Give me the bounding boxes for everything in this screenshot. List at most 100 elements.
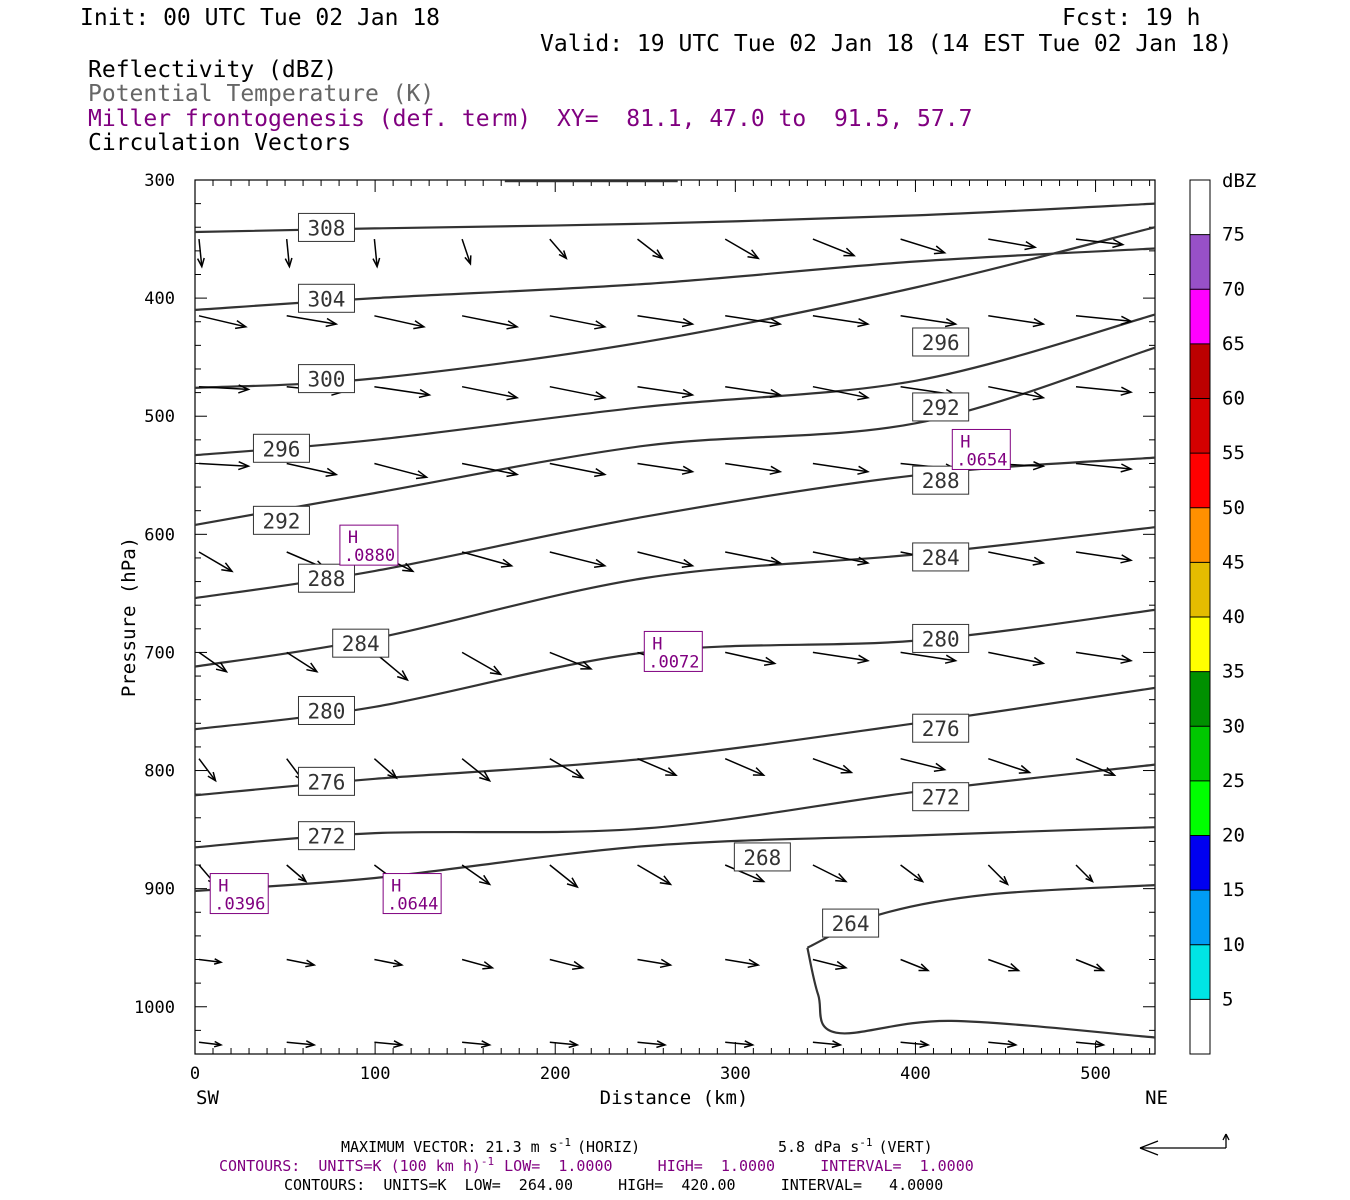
vector-arrowhead xyxy=(572,960,585,970)
vector-arrowhead xyxy=(479,771,492,782)
circulation-vector xyxy=(637,758,677,776)
y-tick-label: 700 xyxy=(144,643,175,663)
vector-arrowhead xyxy=(831,1040,843,1049)
isentrope-label-box xyxy=(297,283,355,313)
vector-arrowhead xyxy=(387,769,398,780)
vector-arrowhead xyxy=(392,959,404,968)
frontogenesis-high-box xyxy=(209,873,269,915)
vector-arrowhead xyxy=(221,562,234,573)
isentrope-label: 264 xyxy=(832,912,870,936)
frontogenesis-high-value: .0644 xyxy=(387,895,438,915)
isentrope-label-box xyxy=(912,392,970,422)
circulation-vector xyxy=(724,758,764,776)
colorbar-level-label: 70 xyxy=(1222,278,1245,300)
circulation-vector xyxy=(988,238,1036,249)
circulation-vector xyxy=(549,1041,578,1046)
vector-arrowhead xyxy=(393,1040,404,1049)
circulation-vector xyxy=(461,758,491,782)
vector-arrowhead xyxy=(835,872,848,883)
vector-arrowhead xyxy=(1120,315,1134,326)
circulation-vector xyxy=(286,462,337,476)
isentrope-label-box xyxy=(252,505,310,535)
isentrope-label: 284 xyxy=(342,632,380,656)
frontogenesis-high-value: .0654 xyxy=(956,450,1007,470)
vector-arrowhead xyxy=(396,670,409,682)
vector-arrowhead xyxy=(656,1040,668,1049)
axis-ticks: 0 100 200 300 400 500 300 400 500 600 700 800 900 100… xyxy=(134,171,1155,1084)
vector-arrowhead xyxy=(919,1040,931,1049)
isentrope-label-box xyxy=(912,713,970,743)
circulation-vector xyxy=(461,958,493,969)
x-tick-label: 100 xyxy=(360,1064,391,1084)
vector-arrowhead xyxy=(506,391,520,401)
circulation-vector xyxy=(988,1041,1016,1046)
isentrope-label: 292 xyxy=(262,509,300,533)
colorbar-swatch xyxy=(1190,398,1210,454)
circulation-vector xyxy=(286,651,318,673)
circulation-vector xyxy=(374,462,427,478)
vector-arrowhead xyxy=(1120,554,1134,564)
colorbar-level-label: 60 xyxy=(1222,388,1245,410)
y-tick-label: 300 xyxy=(144,171,175,191)
colorbar-swatch xyxy=(1190,234,1210,290)
frontogenesis-high-box xyxy=(339,524,399,566)
y-tick-label: 400 xyxy=(144,289,175,309)
circulation-vector xyxy=(549,864,578,888)
field-frontogenesis: Miller frontogenesis (def. term) xyxy=(88,106,531,132)
circulation-vector xyxy=(286,315,337,325)
vector-arrowhead xyxy=(506,320,520,330)
circulation-vector xyxy=(988,385,1044,399)
circulation-vector xyxy=(549,462,605,476)
vector-arrowhead xyxy=(568,1040,580,1049)
y-tick-label: 1000 xyxy=(134,998,175,1018)
circulation-vector xyxy=(549,651,592,670)
vector-arrowhead xyxy=(234,319,248,330)
frontogenesis-high-label: H xyxy=(391,877,401,897)
frontogenesis-high-label: H xyxy=(960,432,970,452)
isentrope-284 xyxy=(194,526,1156,668)
circulation-vector xyxy=(812,315,869,325)
circulation-vector xyxy=(461,651,501,676)
vector-arrowhead xyxy=(415,470,429,480)
valid-time: Valid: 19 UTC Tue 02 Jan 18 (14 EST Tue … xyxy=(540,31,1232,57)
colorbar: 5 10 15 20 25 30 35 40 45 50 55 60 65 70 75 dBZ xyxy=(1189,170,1256,1055)
vector-arrowhead xyxy=(857,465,870,475)
contours-theta: CONTOURS: UNITS=K LOW= 264.00 HIGH= 420.… xyxy=(284,1176,943,1194)
colorbar-level-label: 45 xyxy=(1222,551,1245,573)
vector-arrowhead xyxy=(1093,963,1106,972)
isentrope-labels: 308 304 300 296 296 292 292 288 288 284 284 280 280 2… xyxy=(252,212,970,938)
isentrope-label-box xyxy=(912,327,970,357)
vector-arrowhead xyxy=(571,769,585,780)
circulation-vector xyxy=(549,758,584,779)
vector-arrowhead xyxy=(1085,874,1094,883)
y-tick-label: 500 xyxy=(144,407,175,427)
vector-arrowhead xyxy=(840,764,854,774)
circulation-vector xyxy=(725,385,781,396)
isentrope-label: 288 xyxy=(922,469,960,493)
circulation-vector xyxy=(374,1041,402,1046)
vector-arrowhead xyxy=(747,249,760,260)
isentrope-label-box xyxy=(297,212,355,242)
vector-arrowhead xyxy=(1024,240,1038,251)
y-tick-label: 900 xyxy=(144,880,175,900)
isentrope-label: 308 xyxy=(308,216,346,240)
circulation-vector xyxy=(812,864,847,883)
circulation-vector xyxy=(373,758,397,779)
vector-arrowhead xyxy=(1008,963,1021,972)
vector-arrowhead xyxy=(857,317,870,328)
field-reflectivity: Reflectivity (dBZ) xyxy=(88,57,337,83)
isentrope-label-box xyxy=(733,842,791,872)
vector-arrowhead xyxy=(1112,238,1125,249)
colorbar-swatch xyxy=(1190,453,1210,508)
isentrope-label: 284 xyxy=(922,546,960,570)
isentrope-label-box xyxy=(297,364,355,394)
frontogenesis-high-box xyxy=(382,873,442,915)
vector-arrowhead xyxy=(913,873,925,883)
frontogenesis-high-box xyxy=(643,630,703,672)
circulation-vector xyxy=(549,385,605,399)
vector-arrowhead xyxy=(752,873,766,883)
vector-arrowhead xyxy=(305,1040,317,1049)
colorbar-swatch xyxy=(1190,671,1210,727)
circulation-vector xyxy=(724,238,759,259)
